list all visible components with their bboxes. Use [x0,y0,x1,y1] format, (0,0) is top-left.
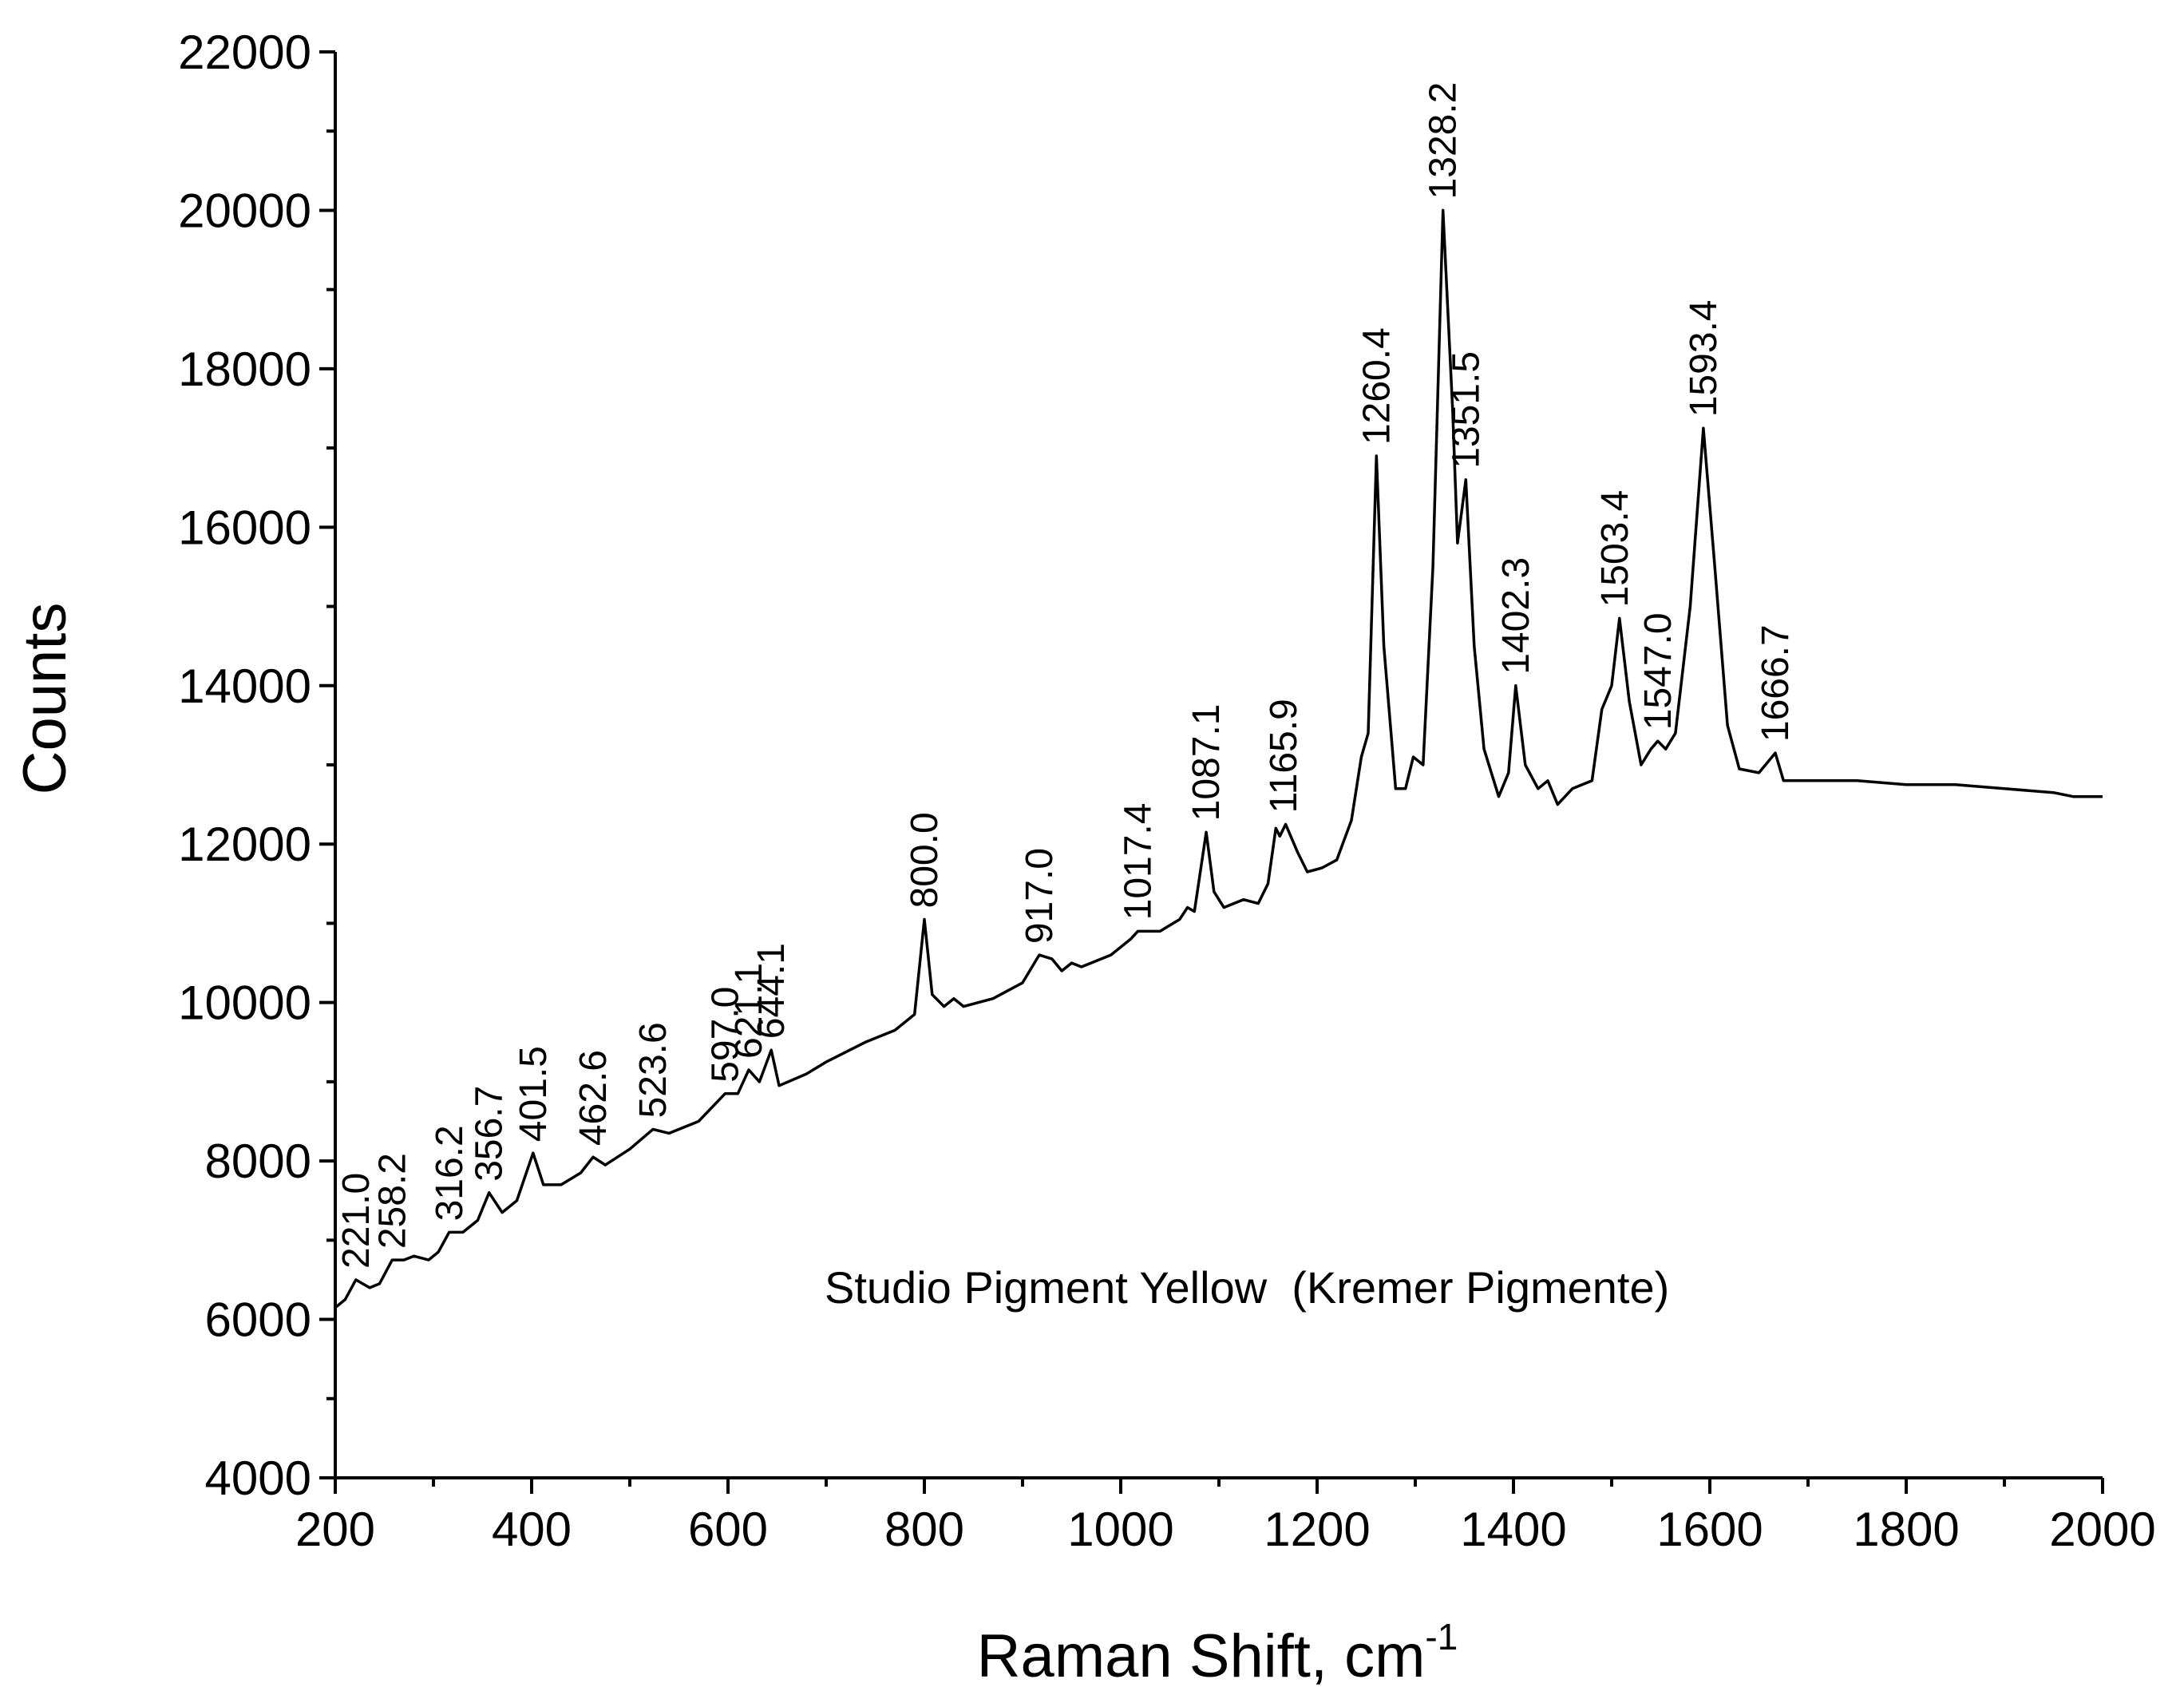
peak-label: 1402.3 [1495,557,1537,675]
peak-label: 917.0 [1019,848,1061,944]
peak-label: 621.1 [728,963,770,1059]
y-axis-title: Counts [11,603,79,795]
x-tick-label: 2000 [2049,1503,2155,1556]
peak-label: 356.7 [469,1086,511,1182]
peak-label: 1165.9 [1263,699,1305,813]
x-tick-label: 1800 [1853,1503,1959,1556]
y-tick-label: 12000 [178,818,311,871]
x-axis-label-superscript: -1 [1425,1616,1458,1657]
y-tick-label: 14000 [178,659,311,713]
x-tick-label: 1400 [1460,1503,1566,1556]
peak-label: 1087.1 [1185,704,1228,822]
peak-label: 1666.7 [1755,624,1797,742]
y-tick-label: 4000 [205,1452,311,1505]
y-tick-label: 22000 [178,26,311,79]
x-tick-label: 1000 [1067,1503,1173,1556]
peak-label: 1351.5 [1445,351,1487,469]
x-axis-title: Raman Shift, cm-1 [977,1616,1458,1690]
peak-label: 1503.4 [1594,490,1636,608]
peak-label: 1328.2 [1422,82,1465,200]
y-tick-label: 18000 [178,343,311,396]
peak-label: 1547.0 [1637,612,1680,730]
peak-label: 597.0 [704,987,746,1083]
x-tick-label: 1600 [1656,1503,1763,1556]
peak-label: 1593.4 [1683,299,1725,417]
peak-label: 258.2 [372,1153,414,1249]
peak-label: 401.5 [512,1046,555,1142]
peak-label: 1260.4 [1355,327,1398,445]
peak-label: 644.1 [750,943,793,1039]
y-tick-label: 16000 [178,501,311,554]
x-tick-label: 800 [884,1503,964,1556]
peak-label: 316.2 [429,1125,471,1221]
y-tick-label: 10000 [178,976,311,1030]
x-tick-label: 1200 [1264,1503,1370,1556]
y-tick-label: 6000 [205,1293,311,1347]
peak-label: 462.6 [572,1050,615,1146]
x-axis-label: Raman Shift, cm [977,1622,1426,1690]
annotation: Studio Pigment Yellow (Kremer Pigmente) [825,1262,1669,1313]
y-tick-label: 20000 [178,184,311,237]
peak-label: 800.0 [904,812,946,908]
peak-label: 523.6 [632,1022,675,1118]
y-tick-label: 8000 [205,1135,311,1188]
x-tick-label: 400 [492,1503,572,1556]
x-tick-label: 600 [688,1503,768,1556]
x-tick-label: 200 [295,1503,375,1556]
peak-label: 221.0 [335,1173,378,1269]
spectrum-line [334,208,2103,1309]
peak-label: 1017.4 [1117,803,1159,921]
